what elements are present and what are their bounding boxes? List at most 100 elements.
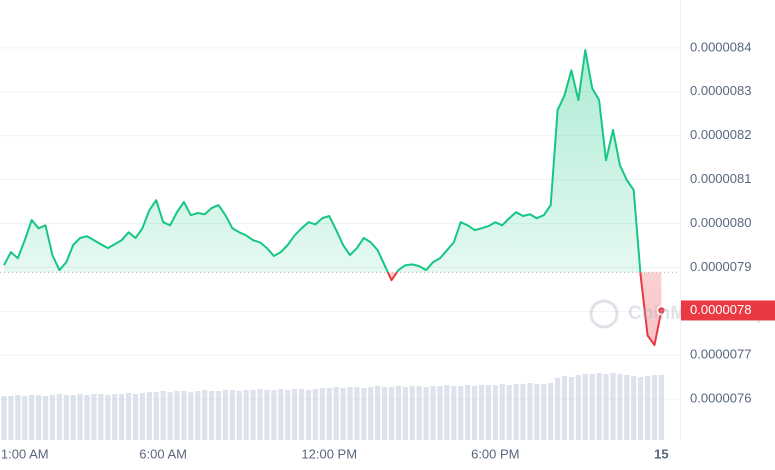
volume-bar [382, 387, 388, 440]
volume-bar [305, 390, 312, 440]
volume-bar [222, 390, 229, 440]
volume-bar [257, 389, 263, 440]
volume-bar [499, 384, 505, 440]
volume-bar [181, 391, 187, 440]
volume-bar [340, 388, 346, 440]
volume-bar [589, 374, 595, 440]
volume-bar [271, 390, 277, 440]
volume-bar [361, 388, 367, 440]
price-tag-label: 0.0000078 [690, 302, 751, 317]
plot [0, 49, 680, 347]
y-tick-label: 0.0000079 [690, 259, 751, 274]
volume-bar [471, 386, 478, 440]
volume-bar [582, 374, 588, 440]
volume-bar [132, 394, 139, 440]
volume-bar [444, 385, 450, 440]
volume [1, 373, 664, 440]
volume-bar [209, 391, 215, 440]
volume-bar [603, 374, 609, 440]
volume-bar [430, 386, 436, 440]
volume-bar [437, 386, 443, 440]
volume-bar [596, 373, 602, 440]
volume-bar [451, 386, 457, 440]
volume-bar [326, 388, 332, 440]
volume-bar [29, 395, 35, 440]
volume-bar [1, 396, 7, 440]
volume-bar [84, 395, 90, 440]
y-tick-label: 0.0000082 [690, 127, 751, 142]
volume-bar [56, 394, 62, 440]
volume-bar [264, 390, 270, 440]
volume-bar [91, 394, 97, 440]
volume-bar [631, 376, 637, 440]
volume-bar [250, 390, 256, 440]
axis: 0.0000076 0.0000077 0.0000078 0.0000079 0.00… [1, 39, 775, 461]
volume-bar [354, 387, 360, 440]
volume-bar [638, 377, 644, 440]
volume-bar [375, 386, 381, 440]
volume-bar [458, 386, 464, 440]
volume-bar [541, 384, 547, 440]
volume-bar [527, 383, 533, 440]
x-tick-label: 1:00 AM [1, 446, 49, 461]
volume-bar [8, 396, 14, 440]
volume-bar [492, 385, 498, 440]
volume-bar [298, 389, 305, 440]
volume-bar [15, 395, 21, 440]
volume-bar [22, 396, 28, 440]
last-point [656, 305, 667, 316]
volume-bar [160, 391, 166, 440]
volume-bar [575, 375, 581, 440]
volume-bar [36, 395, 42, 440]
volume-bar [409, 386, 415, 440]
volume-bar [236, 391, 242, 440]
volume-bar [285, 390, 291, 440]
volume-bar [98, 394, 104, 440]
area-above [4, 50, 662, 273]
volume-bar [644, 376, 651, 440]
x-tick-label: 6:00 AM [139, 446, 187, 461]
volume-bar [139, 393, 145, 440]
volume-bar [506, 385, 512, 440]
x-tick-label: 6:00 PM [471, 446, 519, 461]
volume-bar [188, 392, 194, 440]
volume-bar [395, 386, 402, 440]
volume-bar [617, 374, 623, 440]
volume-bar [624, 375, 630, 440]
volume-bar [49, 395, 56, 440]
volume-bar [174, 391, 180, 440]
y-tick-label: 0.0000076 [690, 391, 751, 406]
volume-bar [568, 377, 575, 440]
volume-bar [146, 392, 152, 440]
volume-bar [561, 376, 568, 440]
volume-bar [388, 387, 395, 440]
volume-bar [651, 375, 658, 440]
volume-bar [167, 392, 173, 440]
volume-bar [153, 392, 159, 440]
volume-bar [312, 389, 318, 440]
volume-bar [70, 395, 76, 440]
volume-bar [195, 391, 201, 440]
volume-bar [465, 385, 471, 440]
volume-bar [229, 390, 235, 440]
volume-bar [513, 384, 519, 440]
volume-bar [416, 386, 422, 440]
y-tick-label: 0.0000083 [690, 83, 751, 98]
volume-bar [478, 385, 485, 440]
volume-bar [63, 395, 69, 440]
y-tick-label: 0.0000080 [690, 215, 751, 230]
volume-bar [319, 388, 325, 440]
y-tick-label: 0.0000084 [690, 39, 751, 54]
volume-bar [520, 384, 526, 440]
volume-bar [125, 393, 132, 440]
price-line-up [3, 49, 642, 273]
volume-bar [105, 395, 111, 440]
volume-bar [534, 384, 540, 440]
volume-bar [485, 385, 491, 440]
volume-bar [112, 394, 118, 440]
volume-bar [119, 394, 125, 440]
volume-bar [423, 387, 429, 440]
x-tick-label: 15 [654, 446, 668, 461]
volume-bar [347, 387, 353, 440]
